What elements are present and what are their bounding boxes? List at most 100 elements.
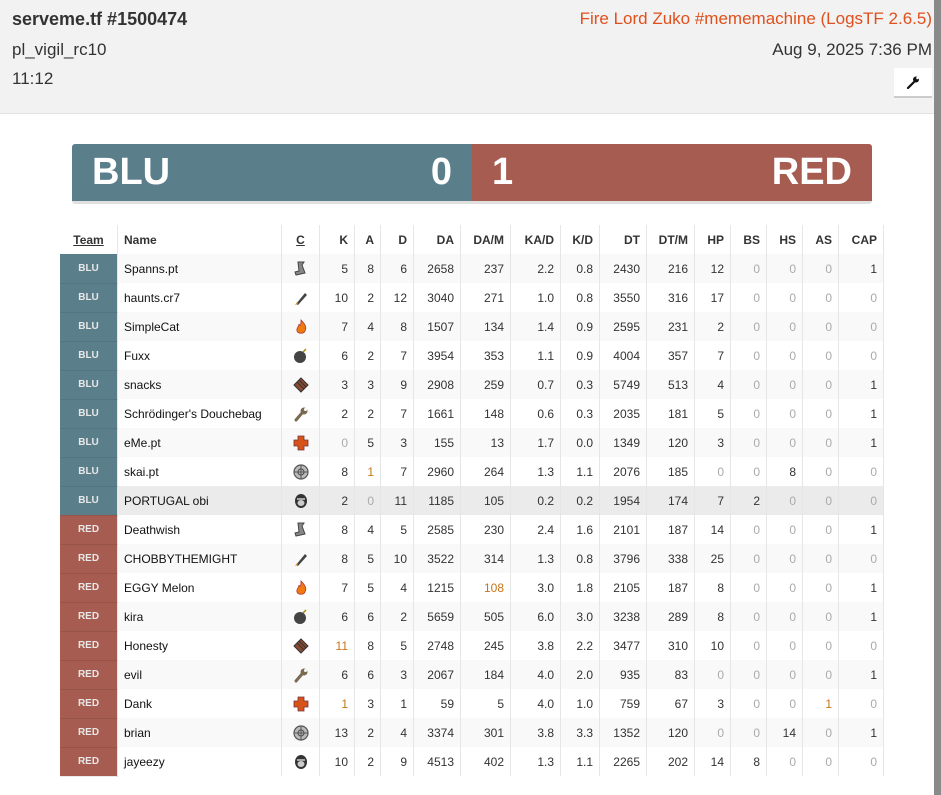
tools-button[interactable] [894, 68, 932, 98]
uploader-link[interactable]: Fire Lord Zuko #mememachine (LogsTF 2.6.… [579, 9, 932, 28]
stat-hp: 7 [694, 341, 731, 370]
column-header-bs[interactable]: BS [730, 225, 767, 254]
column-header-a[interactable]: A [354, 225, 381, 254]
stat-d: 9 [380, 370, 414, 399]
stat-k: 5 [319, 254, 355, 283]
stat-kd: 0.3 [560, 370, 600, 399]
stat-dt: 935 [599, 660, 647, 689]
column-header-k[interactable]: K [319, 225, 355, 254]
column-header-kd[interactable]: K/D [560, 225, 600, 254]
class-cell [281, 602, 320, 631]
column-header-name[interactable]: Name [117, 225, 282, 254]
player-row: BLU snacks 3 3 9 2908 259 0.7 0.3 5749 513 4 0 0 0 1 [60, 370, 884, 400]
stat-hs: 0 [766, 254, 803, 283]
stat-as: 0 [802, 573, 839, 602]
column-header-da[interactable]: DA [413, 225, 461, 254]
stat-dt: 3796 [599, 544, 647, 573]
stat-cap: 1 [838, 718, 884, 747]
player-name[interactable]: EGGY Melon [117, 573, 282, 602]
player-name[interactable]: kira [117, 602, 282, 631]
stat-bs: 0 [730, 399, 767, 428]
stat-da: 3040 [413, 283, 461, 312]
column-header-hp[interactable]: HP [694, 225, 731, 254]
player-name[interactable]: PORTUGAL obi [117, 486, 282, 515]
class-cell [281, 312, 320, 341]
class-cell [281, 573, 320, 602]
stat-dam: 314 [460, 544, 511, 573]
stat-k: 6 [319, 602, 355, 631]
stat-dtm: 316 [646, 283, 695, 312]
stat-kad: 1.0 [510, 283, 561, 312]
stat-kad: 0.7 [510, 370, 561, 399]
stat-hp: 0 [694, 457, 731, 486]
stat-hs: 0 [766, 660, 803, 689]
player-name[interactable]: Schrödinger's Douchebag [117, 399, 282, 428]
player-name[interactable]: Deathwish [117, 515, 282, 544]
stat-hp: 3 [694, 689, 731, 718]
stat-da: 2067 [413, 660, 461, 689]
red-score-panel: 1 RED [472, 144, 872, 201]
stat-kad: 6.0 [510, 602, 561, 631]
stat-as: 0 [802, 283, 839, 312]
player-name[interactable]: brian [117, 718, 282, 747]
stat-cap: 0 [838, 544, 884, 573]
column-header-dt[interactable]: DT [599, 225, 647, 254]
player-name[interactable]: evil [117, 660, 282, 689]
player-name[interactable]: eMe.pt [117, 428, 282, 457]
stat-kad: 1.1 [510, 341, 561, 370]
stat-hs: 0 [766, 341, 803, 370]
soldier-class-icon [294, 292, 307, 305]
player-name[interactable]: Dank [117, 689, 282, 718]
player-name[interactable]: Fuxx [117, 341, 282, 370]
stat-as: 0 [802, 718, 839, 747]
stat-d: 12 [380, 283, 414, 312]
stat-dam: 271 [460, 283, 511, 312]
stat-dt: 2101 [599, 515, 647, 544]
class-cell [281, 718, 320, 747]
stat-cap: 1 [838, 370, 884, 399]
stat-dtm: 181 [646, 399, 695, 428]
stat-cap: 0 [838, 747, 884, 776]
stat-hp: 2 [694, 312, 731, 341]
player-name[interactable]: SimpleCat [117, 312, 282, 341]
stat-dtm: 231 [646, 312, 695, 341]
column-header-team[interactable]: Team [60, 225, 118, 254]
column-header-c[interactable]: C [281, 225, 320, 254]
class-cell [281, 457, 320, 486]
player-name[interactable]: CHOBBYTHEMIGHT [117, 544, 282, 573]
stat-dam: 402 [460, 747, 511, 776]
player-name[interactable]: snacks [117, 370, 282, 399]
player-row: RED evil 6 6 3 2067 184 4.0 2.0 935 83 0 0 0 0 1 [60, 660, 884, 690]
player-name[interactable]: skai.pt [117, 457, 282, 486]
stat-dam: 105 [460, 486, 511, 515]
column-header-as[interactable]: AS [802, 225, 839, 254]
column-header-d[interactable]: D [380, 225, 414, 254]
column-header-hs[interactable]: HS [766, 225, 803, 254]
stat-dt: 759 [599, 689, 647, 718]
column-header-cap[interactable]: CAP [838, 225, 884, 254]
column-header-dtm[interactable]: DT/M [646, 225, 695, 254]
player-name[interactable]: jayeezy [117, 747, 282, 776]
stat-kd: 0.0 [560, 428, 600, 457]
player-name[interactable]: haunts.cr7 [117, 283, 282, 312]
column-header-kad[interactable]: KA/D [510, 225, 561, 254]
class-cell [281, 399, 320, 428]
stat-dt: 2595 [599, 312, 647, 341]
stat-hp: 4 [694, 370, 731, 399]
stat-dtm: 338 [646, 544, 695, 573]
column-header-dam[interactable]: DA/M [460, 225, 511, 254]
log-header: serveme.tf #1500474 pl_vigil_rc10 11:12 … [0, 0, 934, 114]
heavy-class-icon [292, 637, 309, 654]
blu-score: 0 [430, 151, 452, 193]
stat-k: 8 [319, 515, 355, 544]
medic-class-icon [293, 696, 308, 711]
stat-dt: 3238 [599, 602, 647, 631]
scout-class-icon [293, 261, 306, 276]
player-name[interactable]: Honesty [117, 631, 282, 660]
blu-team-label: BLU [92, 151, 171, 193]
player-name[interactable]: Spanns.pt [117, 254, 282, 283]
stat-d: 8 [380, 312, 414, 341]
stat-dt: 3550 [599, 283, 647, 312]
player-row: RED CHOBBYTHEMIGHT 8 5 10 3522 314 1.3 0.8 3796 33… [60, 544, 884, 574]
stat-cap: 1 [838, 399, 884, 428]
